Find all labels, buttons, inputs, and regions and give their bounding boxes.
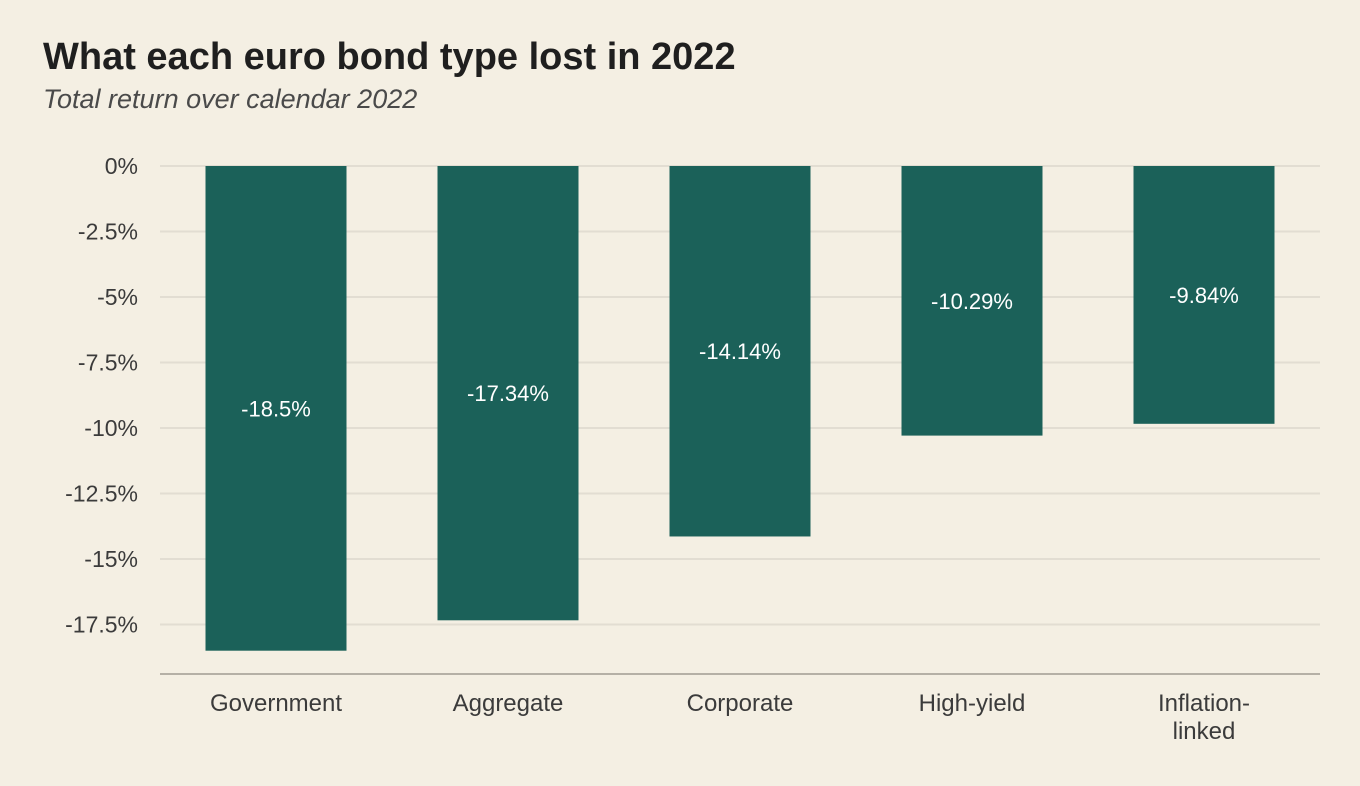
y-tick-label: -2.5% (78, 219, 138, 245)
x-category-label: Inflation-linked (1158, 690, 1250, 745)
bar-value-label: -18.5% (241, 396, 311, 421)
bar-corporate (669, 166, 811, 537)
bar-aggregate (437, 166, 579, 621)
bar-value-label: -10.29% (931, 289, 1013, 314)
y-tick-label: -15% (84, 546, 138, 572)
bar-value-label: -17.34% (467, 381, 549, 406)
bar-inflation-linked (1133, 166, 1275, 424)
x-category-label-line: High-yield (919, 690, 1026, 717)
x-category-label: Corporate (687, 690, 794, 717)
bar-value-label: -9.84% (1169, 283, 1239, 308)
y-tick-label: -12.5% (65, 481, 138, 507)
y-tick-label: -10% (84, 415, 138, 441)
x-category-label: Aggregate (453, 690, 564, 717)
x-category-label-line: linked (1173, 718, 1236, 745)
x-category-label-line: Government (210, 690, 342, 717)
x-category-label: High-yield (919, 690, 1026, 717)
y-tick-label: -5% (97, 284, 138, 310)
x-category-label: Government (210, 690, 342, 717)
bar-government (205, 166, 347, 651)
x-category-label-line: Aggregate (453, 690, 564, 717)
chart-subtitle: Total return over calendar 2022 (43, 84, 418, 114)
y-tick-label: -17.5% (65, 612, 138, 638)
bar-value-label: -14.14% (699, 339, 781, 364)
y-tick-label: 0% (105, 153, 138, 179)
chart-title: What each euro bond type lost in 2022 (43, 36, 736, 78)
x-category-label-line: Inflation- (1158, 690, 1250, 717)
y-tick-label: -7.5% (78, 350, 138, 376)
x-category-label-line: Corporate (687, 690, 794, 717)
bar-high-yield (901, 166, 1043, 436)
